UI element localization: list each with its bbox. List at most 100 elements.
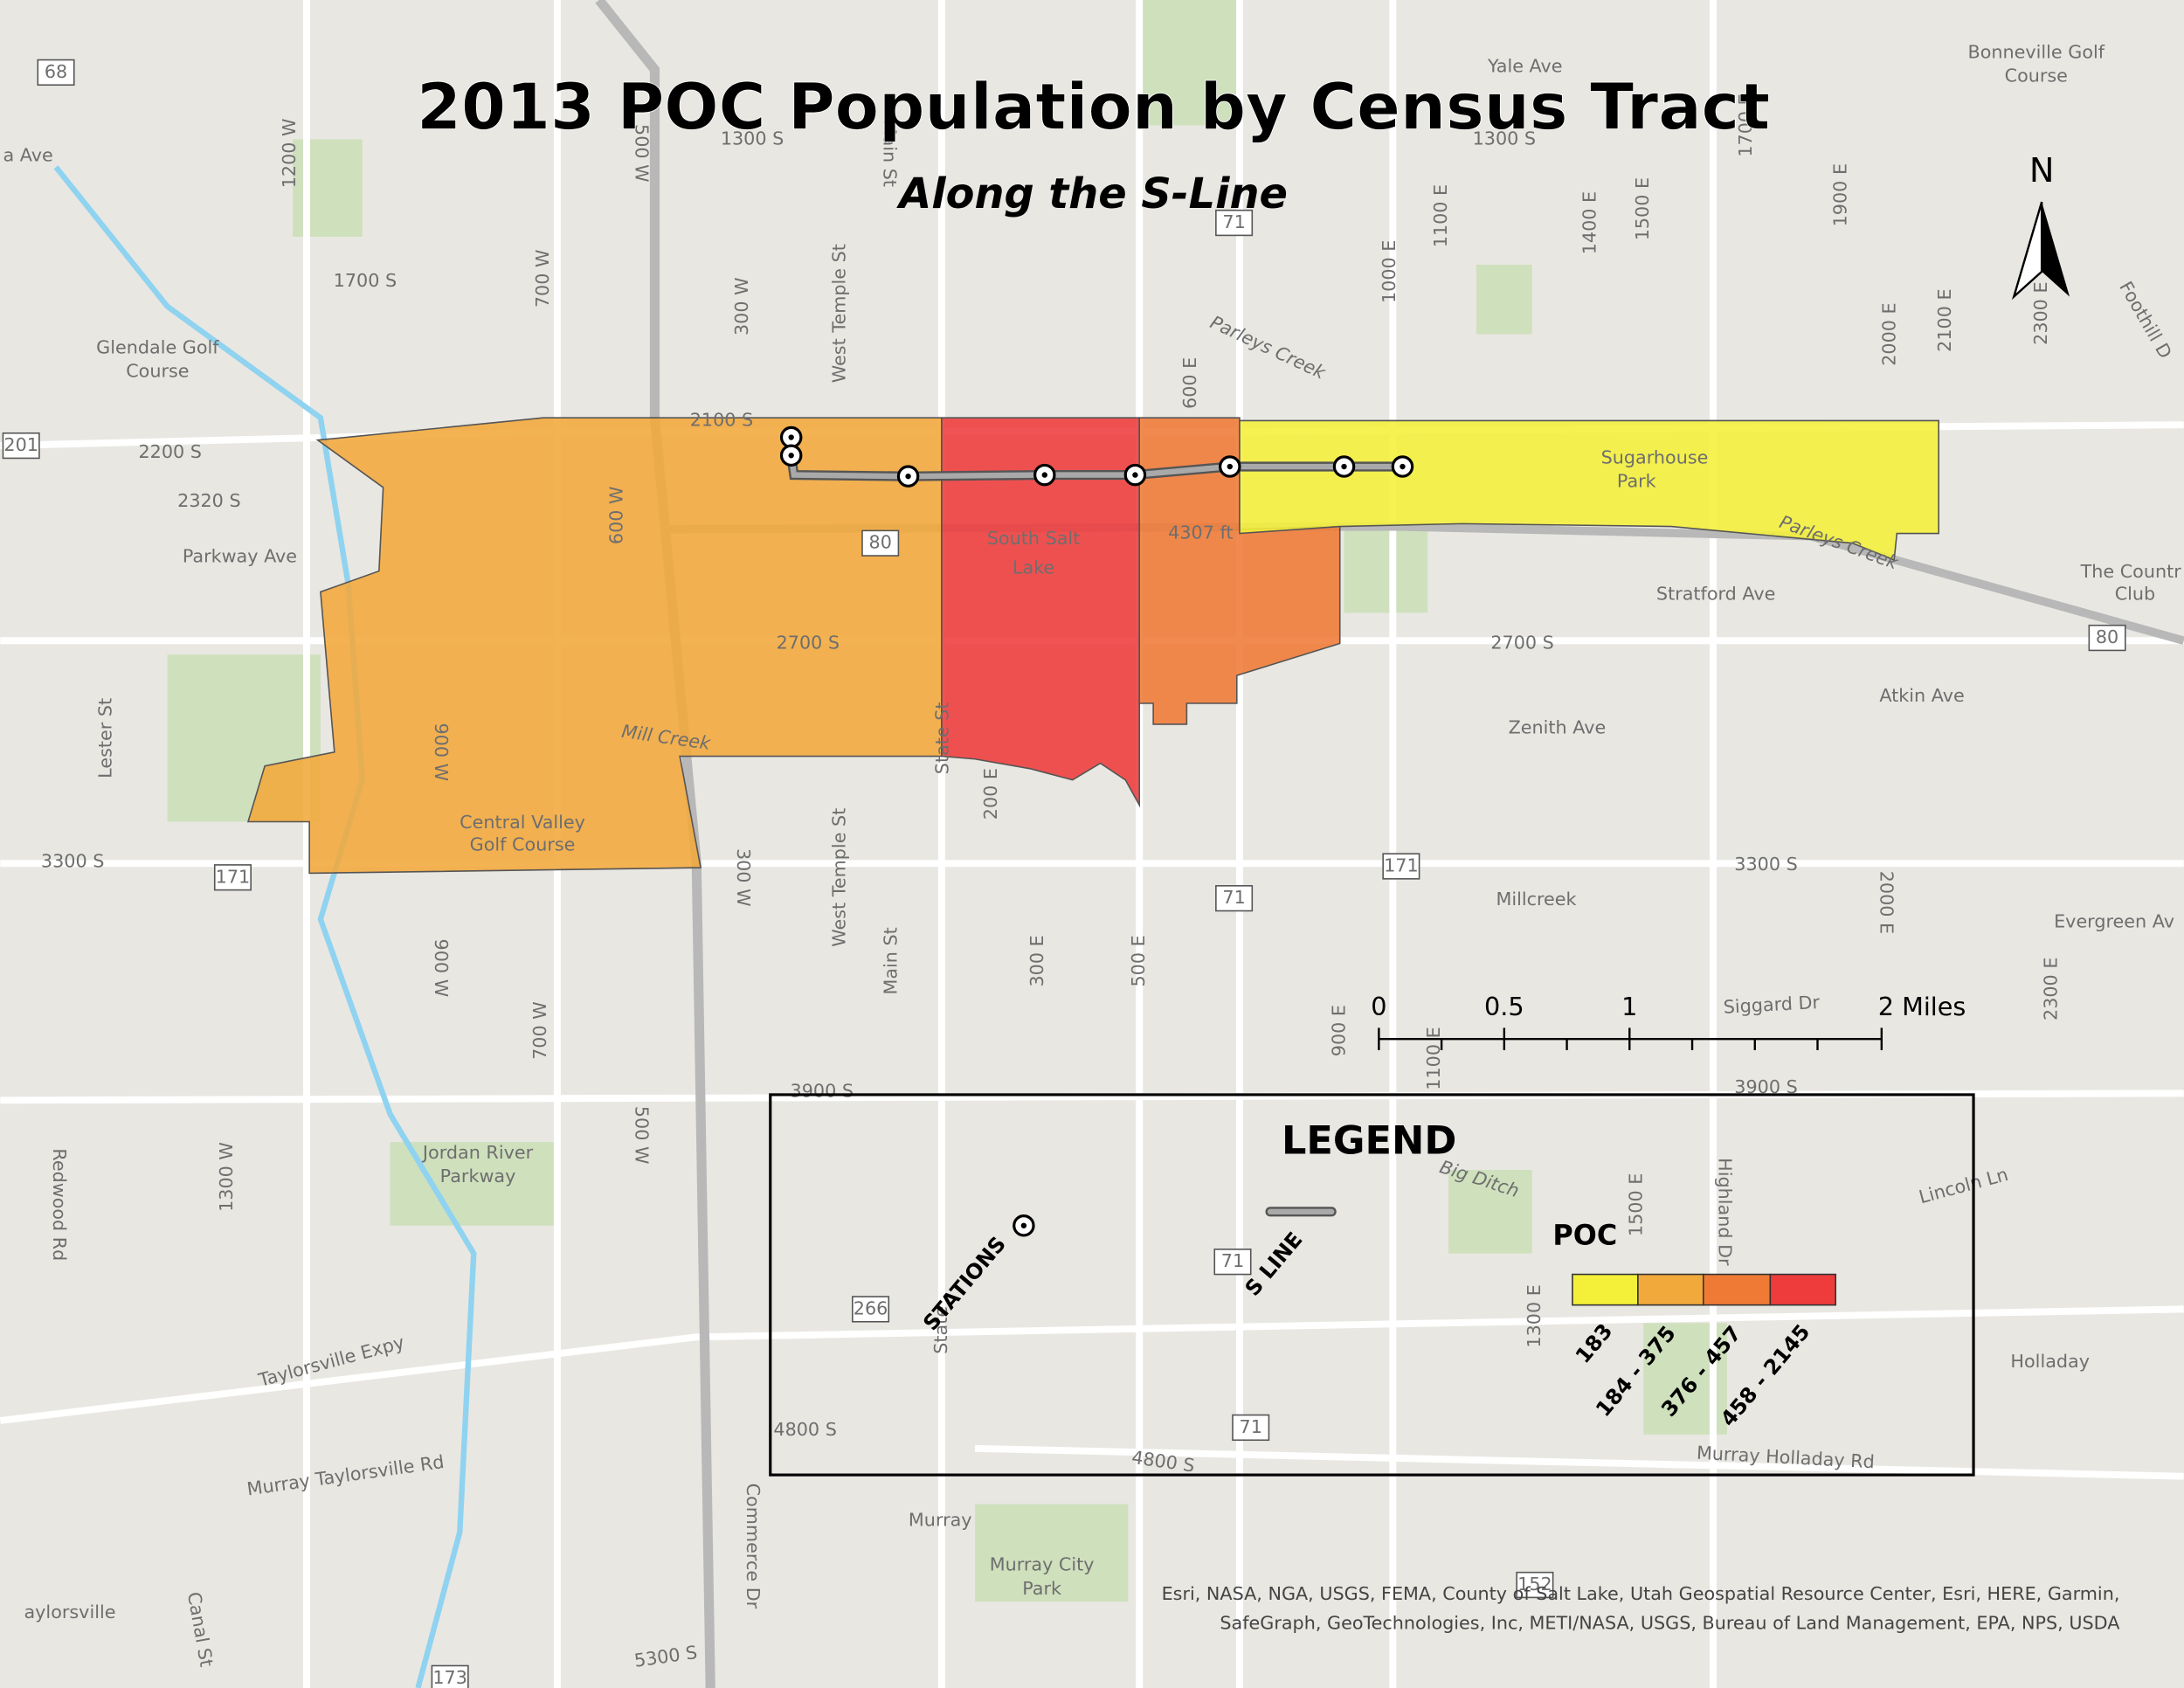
shield — [2088, 624, 2126, 652]
station-dot — [788, 434, 794, 440]
shield — [861, 529, 900, 557]
tract-183 — [1239, 419, 1939, 561]
map-label: Holladay — [2010, 1351, 2090, 1372]
map-label: 2320 S — [177, 490, 240, 511]
shield — [1215, 209, 1254, 237]
map-label: 2700 S — [777, 632, 840, 653]
map-label: aylorsville — [24, 1602, 115, 1622]
map-label: 1500 E — [1625, 1173, 1646, 1236]
shield-label: 71 — [1221, 1250, 1244, 1271]
map-label: South Salt — [987, 528, 1081, 549]
map-label: 900 E — [1329, 1005, 1350, 1056]
map-label: 1400 E — [1579, 191, 1600, 254]
map-label: Bonneville Golf — [1967, 42, 2105, 63]
map-label: Yale Ave — [1487, 56, 1563, 77]
highway-shields: 68 201 171 71 80 266 71 171 71 71 80 152 173 — [2, 59, 2126, 1688]
legend-poc-title: POC — [1552, 1219, 1617, 1252]
map-label: 1100 E — [1423, 1027, 1444, 1090]
map-label: Park — [1617, 471, 1656, 492]
scale-bar: 0 0.5 1 2 Miles — [1371, 992, 1966, 1050]
shield-label: 71 — [1222, 887, 1245, 908]
map-label: 2700 S — [1490, 632, 1553, 653]
census-tracts — [246, 417, 1939, 875]
map-label: State St — [931, 702, 952, 774]
scale-label: 2 Miles — [1878, 992, 1966, 1021]
shield — [1215, 885, 1254, 912]
map-label: 2100 E — [1934, 288, 1955, 351]
map-label: Main St — [879, 120, 900, 187]
map-label: 700 W — [529, 1001, 550, 1060]
shield — [1213, 1249, 1252, 1276]
map-label: 1100 E — [1430, 184, 1451, 247]
station-dot — [905, 473, 911, 480]
map-label: 1700 E — [1735, 93, 1756, 156]
map-label: Central Valley — [460, 812, 585, 833]
shield — [852, 1296, 890, 1323]
map-label: Park — [1022, 1578, 1061, 1599]
map-subtitle: Along the S-Line — [895, 170, 1288, 218]
map-label: West Temple St — [828, 808, 849, 947]
map-label: 300 E — [1026, 935, 1047, 986]
map-label: a Ave — [3, 145, 53, 166]
map-label: 2000 E — [1878, 302, 1899, 365]
map-label: State — [930, 1306, 951, 1354]
shield — [1232, 1414, 1270, 1442]
map-label: 1200 W — [279, 118, 300, 188]
map-label: 4307 ft — [1168, 522, 1233, 543]
map-label: 500 E — [1128, 935, 1149, 986]
map-label: 700 W — [532, 249, 553, 308]
map-label: 600 E — [1179, 357, 1200, 409]
attribution-line: Esri, NASA, NGA, USGS, FEMA, County of S… — [1162, 1583, 2120, 1604]
shield-label: 173 — [432, 1667, 467, 1688]
shield-label: 71 — [1222, 211, 1245, 232]
station-dot — [1041, 472, 1047, 478]
station-dot — [1341, 463, 1347, 470]
map-label: Murray — [909, 1510, 972, 1531]
shield — [2, 432, 40, 460]
shield-label: 71 — [1240, 1416, 1262, 1437]
map-label: Redwood Rd — [49, 1148, 70, 1261]
map-label: West Temple St — [828, 244, 849, 383]
legend-title: LEGEND — [1282, 1118, 1456, 1164]
shield-label: 171 — [1384, 855, 1419, 876]
map-label: 1000 E — [1379, 240, 1400, 303]
map-label: Course — [2005, 66, 2068, 86]
map-label: 2300 E — [2040, 958, 2061, 1020]
map-label: 1300 S — [1473, 128, 1536, 149]
map-label: Zenith Ave — [1509, 717, 1607, 738]
map-label: 2000 E — [1876, 871, 1897, 934]
map-label: Parkway — [440, 1166, 516, 1186]
map-label: 1300 E — [1524, 1284, 1545, 1347]
stations — [779, 425, 1414, 488]
map-label: 300 W — [731, 277, 752, 336]
map-label: Millcreek — [1496, 889, 1576, 910]
map-label: Club — [2115, 584, 2156, 605]
shield-label: 80 — [869, 532, 892, 553]
map-label: Course — [126, 361, 189, 382]
shield — [1516, 1571, 1554, 1599]
map-label: 1700 S — [334, 270, 397, 291]
map-label: 300 W — [733, 848, 754, 907]
station-dot — [1132, 472, 1138, 478]
shield-label: 152 — [1517, 1574, 1552, 1595]
attribution: Esri, NASA, NGA, USGS, FEMA, County of S… — [1162, 1583, 2120, 1633]
map-label: 500 W — [632, 1106, 653, 1165]
shield-label: 80 — [2096, 626, 2118, 647]
map-label: Jordan River — [421, 1142, 534, 1163]
shield-label: 171 — [216, 866, 251, 887]
map-label: Lake — [1013, 557, 1054, 578]
scale-label: 0.5 — [1484, 992, 1524, 1021]
map-label: 4800 S — [773, 1419, 836, 1440]
map-label: 200 E — [980, 768, 1001, 820]
station-dot — [1400, 463, 1406, 470]
scale-label: 1 — [1621, 992, 1637, 1021]
shield-label: 266 — [854, 1297, 888, 1318]
map-label: 2100 S — [690, 409, 753, 430]
map-label: Parkway Ave — [183, 546, 297, 567]
map-label: 900 W — [431, 939, 452, 998]
map-label: Glendale Golf — [96, 337, 219, 358]
attribution-line: SafeGraph, GeoTechnologies, Inc, METI/NA… — [1220, 1613, 2119, 1634]
shield-label: 201 — [3, 434, 38, 455]
map-label: 2200 S — [138, 441, 201, 462]
